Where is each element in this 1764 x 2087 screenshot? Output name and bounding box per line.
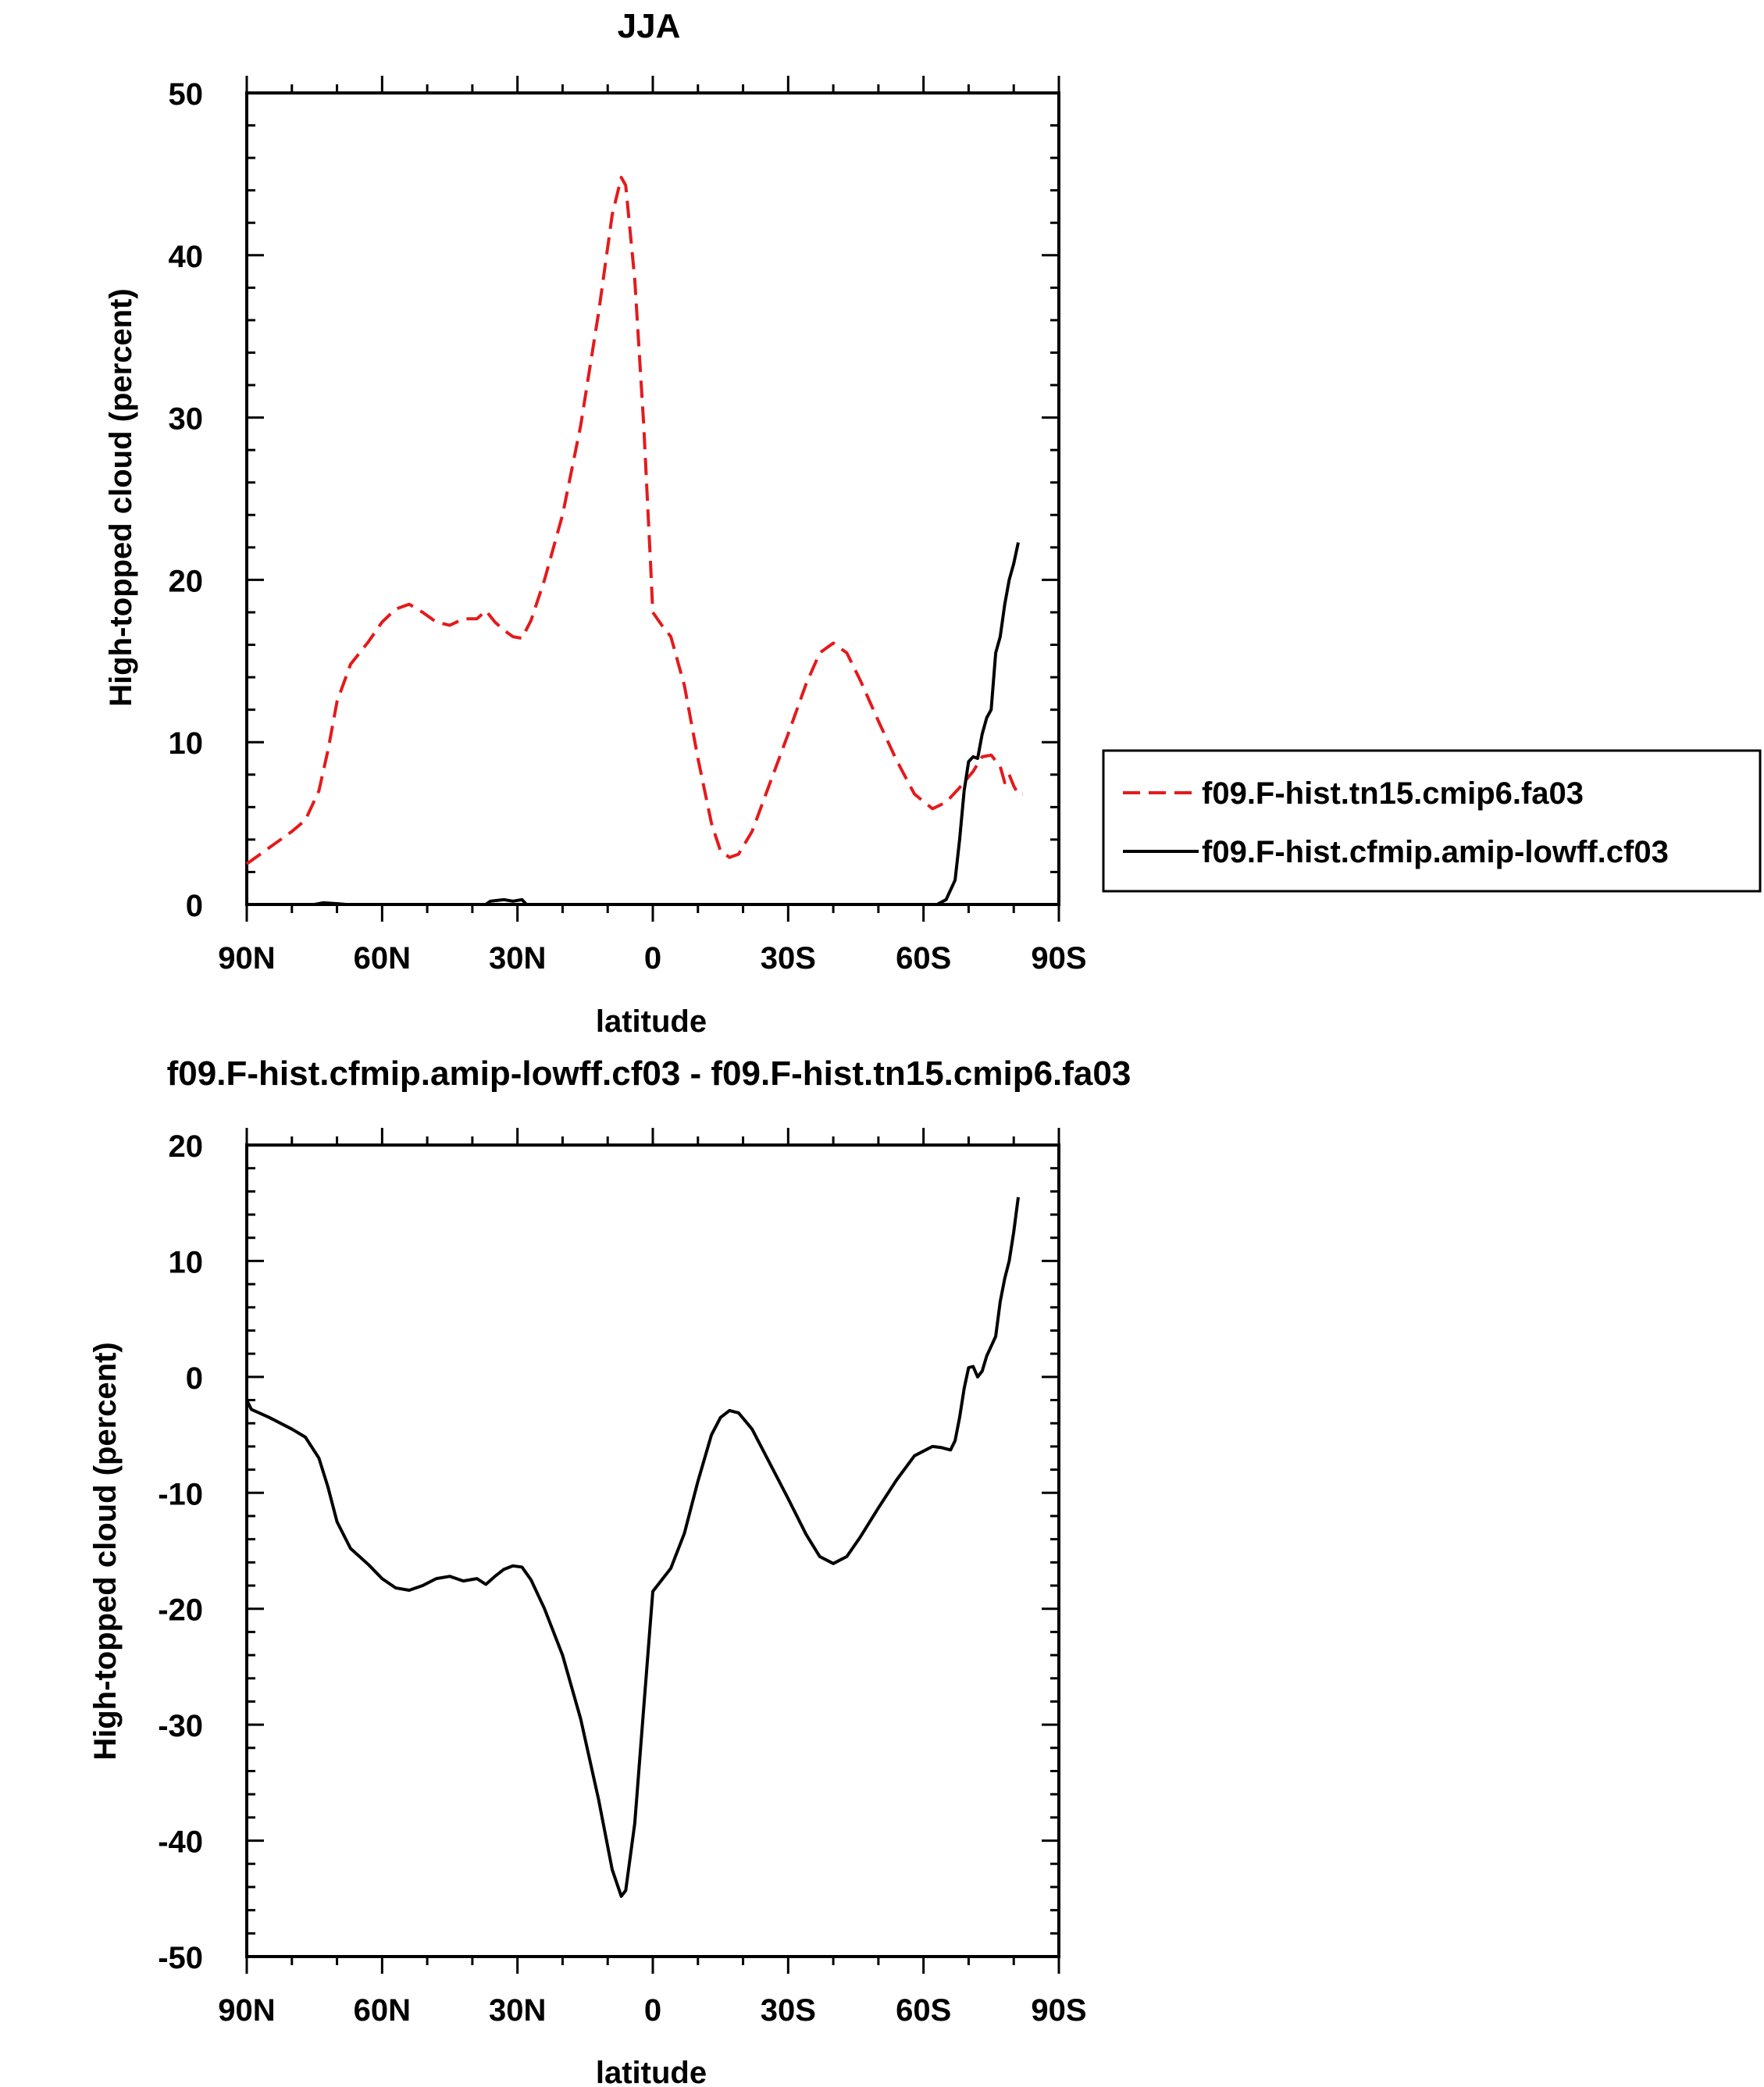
y-tick-label: -10 [158, 1477, 203, 1511]
top-x-tick-labels: 90N 60N 30N 0 30S 60S 90S [218, 941, 1086, 976]
x-tick-label: 60S [896, 941, 951, 976]
bottom-panel: f09.F-hist.cfmip.amip-lowff.cf03 - f09.F… [88, 1054, 1131, 2087]
x-tick-label: 30S [761, 941, 816, 976]
x-tick-label: 90N [218, 941, 275, 976]
y-tick-label: -50 [158, 1941, 203, 1975]
y-tick-label: -20 [158, 1593, 203, 1628]
x-tick-label: 90S [1031, 1993, 1086, 2028]
x-tick-label: 60N [354, 1993, 411, 2028]
x-tick-label: 60S [896, 1993, 951, 2028]
legend-label-fa03: f09.F-hist.tn15.cmip6.fa03 [1202, 776, 1584, 811]
top-y-axis-label: High-topped cloud (percent) [104, 288, 138, 707]
x-tick-label: 0 [644, 1993, 661, 2028]
y-tick-label: 10 [169, 726, 204, 761]
bottom-plot-frame [245, 1143, 1060, 1958]
x-tick-label: 90S [1031, 941, 1086, 976]
bottom-chart-title: f09.F-hist.cfmip.amip-lowff.cf03 - f09.F… [167, 1054, 1131, 1093]
series-line-0 [245, 176, 1023, 865]
bottom-x-axis-label: latitude [596, 2056, 707, 2087]
top-series-lines [245, 176, 1023, 906]
y-tick-label: 20 [169, 564, 204, 598]
legend-label-cf03: f09.F-hist.cfmip.amip-lowff.cf03 [1202, 835, 1669, 869]
bottom-axis-ticks [245, 1128, 1060, 1974]
y-tick-label: 0 [186, 889, 203, 923]
x-tick-label: 60N [354, 941, 411, 976]
bottom-y-axis-label: High-topped cloud (percent) [88, 1342, 123, 1761]
y-tick-label: 10 [169, 1245, 204, 1279]
x-tick-label: 90N [218, 1993, 275, 2028]
series-line-0 [245, 1197, 1020, 1898]
legend-box [1102, 749, 1762, 893]
y-tick-label: -40 [158, 1825, 203, 1860]
bottom-y-tick-labels: -50 -40 -30 -20 -10 0 10 20 [158, 1129, 203, 1975]
top-y-tick-labels: 0 10 20 30 40 50 [169, 77, 204, 923]
x-tick-label: 30N [489, 1993, 546, 2028]
x-tick-label: 30S [761, 1993, 816, 2028]
y-tick-label: 40 [169, 240, 204, 274]
top-plot-frame [245, 91, 1060, 906]
x-tick-label: 30N [489, 941, 546, 976]
y-tick-label: 30 [169, 402, 204, 437]
y-tick-label: 20 [169, 1129, 204, 1164]
y-tick-label: 0 [186, 1361, 203, 1396]
series-line-1 [247, 542, 1020, 906]
top-panel: JJA 0 10 20 30 40 50 90N 60N 30N 0 30S 60S 90S lati… [104, 7, 1762, 1039]
legend: f09.F-hist.tn15.cmip6.fa03 f09.F-hist.cf… [1102, 749, 1762, 893]
bottom-x-tick-labels: 90N 60N 30N 0 30S 60S 90S [218, 1993, 1086, 2028]
top-axis-ticks [245, 76, 1060, 922]
bottom-series-lines [245, 1197, 1020, 1898]
y-tick-label: -30 [158, 1709, 203, 1743]
x-tick-label: 0 [644, 941, 661, 976]
top-x-axis-label: latitude [596, 1004, 707, 1039]
top-chart-title: JJA [618, 7, 681, 45]
y-tick-label: 50 [169, 77, 204, 112]
